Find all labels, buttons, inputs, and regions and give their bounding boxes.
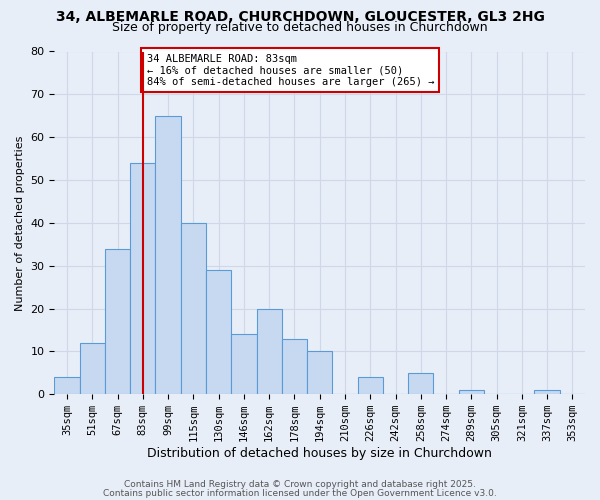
Bar bbox=[55, 377, 80, 394]
Text: Contains public sector information licensed under the Open Government Licence v3: Contains public sector information licen… bbox=[103, 488, 497, 498]
Bar bbox=[80, 343, 105, 394]
Text: Size of property relative to detached houses in Churchdown: Size of property relative to detached ho… bbox=[112, 22, 488, 35]
Bar bbox=[458, 390, 484, 394]
Bar bbox=[535, 390, 560, 394]
Bar bbox=[358, 377, 383, 394]
Bar bbox=[231, 334, 257, 394]
Bar bbox=[105, 248, 130, 394]
Text: 34, ALBEMARLE ROAD, CHURCHDOWN, GLOUCESTER, GL3 2HG: 34, ALBEMARLE ROAD, CHURCHDOWN, GLOUCEST… bbox=[56, 10, 544, 24]
Bar bbox=[130, 163, 155, 394]
Bar bbox=[181, 223, 206, 394]
Y-axis label: Number of detached properties: Number of detached properties bbox=[15, 135, 25, 310]
X-axis label: Distribution of detached houses by size in Churchdown: Distribution of detached houses by size … bbox=[147, 447, 492, 460]
Text: 34 ALBEMARLE ROAD: 83sqm
← 16% of detached houses are smaller (50)
84% of semi-d: 34 ALBEMARLE ROAD: 83sqm ← 16% of detach… bbox=[146, 54, 434, 87]
Bar bbox=[257, 308, 282, 394]
Bar bbox=[155, 116, 181, 394]
Bar bbox=[408, 373, 433, 394]
Bar bbox=[282, 338, 307, 394]
Bar bbox=[307, 352, 332, 394]
Text: Contains HM Land Registry data © Crown copyright and database right 2025.: Contains HM Land Registry data © Crown c… bbox=[124, 480, 476, 489]
Bar bbox=[206, 270, 231, 394]
